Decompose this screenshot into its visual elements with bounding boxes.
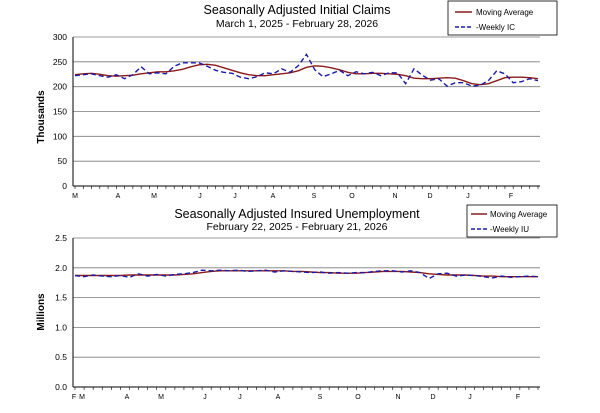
chart2-xtick-label: J: [238, 394, 242, 401]
chart2-ylabel: Millions: [36, 293, 47, 331]
chart1-ytick-label: 300: [53, 32, 67, 42]
chart1-legend-label-ma: Moving Average: [476, 8, 534, 17]
chart2-xtick-label: O: [355, 394, 361, 401]
chart1-ytick-label: 0: [62, 181, 67, 191]
chart2-xtick-label: M: [158, 394, 164, 401]
chart2-xtick-label: A: [276, 394, 281, 401]
chart1-ytick-label: 150: [53, 107, 67, 117]
chart2-ytick-label: 1.5: [55, 293, 67, 303]
chart2-xtick-label: N: [395, 394, 400, 401]
chart1-xtick-label: A: [116, 193, 121, 200]
chart1-subtitle: March 1, 2025 - February 28, 2026: [216, 18, 378, 30]
chart1-plot-area: 0 50 100 150 200 250 300 M A M J J A S O N D J F: [53, 32, 540, 200]
chart1-legend-label-weekly: -Weekly IC: [476, 23, 515, 32]
chart2-legend-label-ma: Moving Average: [490, 210, 548, 219]
chart2-xtick-label: A: [125, 394, 130, 401]
chart1-ytick-label: 200: [53, 82, 67, 92]
chart2-plot-area: 0.00.51.01.52.02.5F M A M J J A S O N D J F: [55, 233, 540, 401]
chart1-xtick-label: J: [466, 193, 470, 200]
chart2-xtick-label: D: [430, 394, 435, 401]
chart2-ytick-label: 2.0: [55, 263, 67, 273]
chart1-title: Seasonally Adjusted Initial Claims: [204, 3, 391, 17]
chart1-series-weekly: [74, 53, 539, 88]
chart1-ylabel: Thousands: [36, 90, 47, 144]
chart2-series-weekly: [74, 269, 539, 280]
chart2-legend: Moving Average -Weekly IU: [466, 204, 558, 238]
chart1-xtick-label: J: [233, 193, 237, 200]
chart1-xtick-label: S: [312, 193, 317, 200]
chart2-ytick-label: 0.0: [55, 382, 67, 392]
chart1-xtick-label: J: [198, 193, 202, 200]
chart1-xtick-label: F: [509, 193, 513, 200]
chart2-ytick-label: 0.5: [55, 352, 67, 362]
chart2-legend-label-weekly: -Weekly IU: [490, 225, 529, 234]
chart1-ytick-label: 50: [58, 156, 68, 166]
chart2-xtick-label: M: [79, 394, 85, 401]
chart1-ytick-label: 250: [53, 57, 67, 67]
chart2-legend-box: [466, 204, 558, 238]
chart2-xtick-label: J: [203, 394, 207, 401]
chart1-legend: Moving Average -Weekly IC: [447, 0, 558, 36]
chart2-xtick-label: S: [318, 394, 323, 401]
chart1-series-moving-average: [74, 63, 539, 86]
chart2-xtick-label: F: [516, 394, 520, 401]
chart1-legend-box: [447, 0, 558, 36]
chart2-ytick-label: 1.0: [55, 322, 67, 332]
chart1-xtick-label: M: [151, 193, 157, 200]
chart1-xtick-label: M: [72, 193, 78, 200]
chart1-xtick-label: A: [271, 193, 276, 200]
chart2-xtick-label: F: [72, 394, 76, 401]
chart1-xtick-label: D: [427, 193, 432, 200]
chart1-xtick-label: N: [392, 193, 397, 200]
chart2-ytick-label: 2.5: [55, 233, 67, 243]
chart1-xtick-label: O: [349, 193, 355, 200]
chart2-subtitle: February 22, 2025 - February 21, 2026: [207, 221, 388, 233]
chart1-ytick-label: 100: [53, 131, 67, 141]
chart2-title: Seasonally Adjusted Insured Unemployment: [174, 207, 420, 221]
chart2-xtick-label: J: [468, 394, 472, 401]
